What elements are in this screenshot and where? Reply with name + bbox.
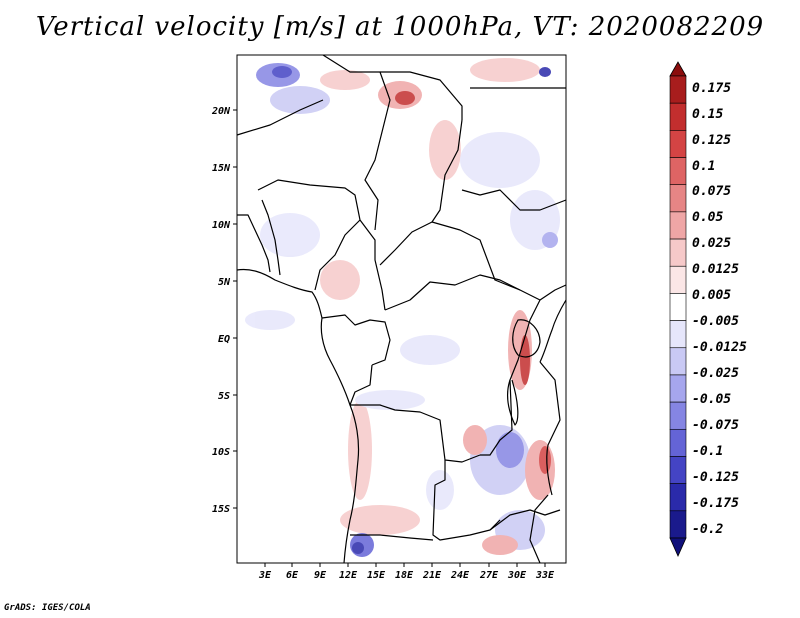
colorbar-segment bbox=[669, 238, 687, 267]
colorbar-segment bbox=[669, 265, 687, 294]
colorbar-label-4: 0.075 bbox=[692, 184, 731, 199]
lon-label-9e: 9E bbox=[314, 570, 327, 581]
lon-label-3e: 3E bbox=[258, 570, 272, 581]
colorbar: 0.175 0.15 0.125 0.1 0.075 0.05 0.025 0.… bbox=[669, 61, 747, 557]
lat-label-15n: 15N bbox=[212, 163, 231, 174]
colorbar-segment bbox=[669, 510, 687, 539]
lon-label-27e: 27E bbox=[479, 570, 499, 581]
border-ethiopia bbox=[461, 189, 567, 211]
colorbar-segments bbox=[669, 75, 687, 539]
lat-label-5n: 5N bbox=[218, 277, 231, 288]
country-borders bbox=[236, 54, 567, 564]
colorbar-label-17: -0.2 bbox=[692, 522, 723, 537]
colorbar-segment bbox=[669, 401, 687, 430]
coastline-east-africa bbox=[539, 299, 567, 363]
colorbar-label-13: -0.075 bbox=[692, 418, 739, 433]
border-mozambique bbox=[529, 494, 549, 564]
lon-label-33e: 33E bbox=[535, 570, 555, 581]
lat-label-20n: 20N bbox=[211, 106, 231, 117]
colorbar-label-5: 0.05 bbox=[692, 210, 723, 225]
colorbar-label-12: -0.05 bbox=[692, 392, 731, 407]
lon-label-15e: 15E bbox=[367, 570, 386, 581]
map-frame bbox=[236, 54, 567, 564]
colorbar-label-14: -0.1 bbox=[692, 444, 723, 459]
lat-label-eq: EQ bbox=[218, 334, 230, 345]
colorbar-top-arrow bbox=[669, 61, 687, 77]
border-gabon-congo bbox=[321, 314, 391, 366]
colorbar-label-7: 0.0125 bbox=[692, 262, 739, 277]
colorbar-label-9: -0.005 bbox=[692, 314, 739, 329]
colorbar-label-10: -0.0125 bbox=[692, 340, 747, 355]
border-west-coast-states bbox=[237, 214, 271, 273]
colorbar-segment bbox=[669, 102, 687, 131]
colorbar-label-0: 0.175 bbox=[692, 81, 731, 96]
lon-axis: 3E 6E 9E 12E 15E 18E 21E 24E 27E 30E 33E bbox=[258, 563, 555, 581]
colorbar-segment bbox=[669, 293, 687, 321]
colorbar-segment bbox=[669, 320, 687, 349]
colorbar-segment bbox=[669, 374, 687, 403]
lon-label-30e: 30E bbox=[507, 570, 527, 581]
coastline-west-africa bbox=[236, 268, 360, 564]
border-car-south bbox=[384, 274, 567, 311]
lat-label-5s: 5S bbox=[218, 391, 230, 402]
colorbar-segment bbox=[669, 157, 687, 186]
colorbar-label-16: -0.175 bbox=[692, 496, 739, 511]
colorbar-label-2: 0.125 bbox=[692, 133, 731, 148]
lat-label-10s: 10S bbox=[212, 447, 230, 458]
colorbar-segment bbox=[669, 211, 687, 240]
lon-label-18e: 18E bbox=[395, 570, 414, 581]
colorbar-label-11: -0.025 bbox=[692, 366, 739, 381]
lon-label-12e: 12E bbox=[339, 570, 358, 581]
border-libya-egypt bbox=[380, 71, 463, 120]
border-tanzania bbox=[539, 361, 561, 446]
border-niger-chad bbox=[322, 54, 391, 231]
colorbar-segment bbox=[669, 347, 687, 376]
lon-label-24e: 24E bbox=[450, 570, 470, 581]
border-benin-togo bbox=[261, 199, 281, 276]
border-chad-sudan bbox=[379, 119, 463, 266]
border-mali-niger bbox=[236, 99, 324, 136]
colorbar-segment bbox=[669, 456, 687, 484]
border-cameroon-car bbox=[359, 219, 386, 311]
colorbar-segment bbox=[669, 483, 687, 512]
border-zambia-zimbabwe bbox=[489, 509, 561, 531]
border-drc-east bbox=[480, 299, 541, 456]
lat-label-10n: 10N bbox=[212, 220, 231, 231]
border-angola-namibia bbox=[350, 534, 434, 541]
border-drc-west bbox=[349, 364, 481, 463]
border-niger-nigeria bbox=[257, 179, 361, 221]
border-sudan-south-sudan bbox=[431, 221, 521, 291]
grads-credit: GrADS: IGES/COLA bbox=[4, 603, 91, 613]
colorbar-label-8: 0.005 bbox=[692, 288, 731, 303]
lat-label-15s: 15S bbox=[212, 504, 230, 515]
lake-tanganyika bbox=[506, 379, 519, 426]
colorbar-label-3: 0.1 bbox=[692, 159, 715, 174]
colorbar-label-15: -0.125 bbox=[692, 470, 739, 485]
lat-axis: 20N 15N 10N 5N EQ 5S 10S 15S bbox=[211, 106, 237, 515]
colorbar-label-6: 0.025 bbox=[692, 236, 731, 251]
colorbar-segment bbox=[669, 75, 687, 104]
colorbar-segment bbox=[669, 184, 687, 213]
lake-malawi bbox=[546, 444, 553, 496]
map-title: Vertical velocity [m/s] at 1000hPa, VT: … bbox=[35, 12, 765, 42]
colorbar-segment bbox=[669, 428, 687, 457]
colorbar-segment bbox=[669, 130, 687, 158]
lon-label-6e: 6E bbox=[286, 570, 299, 581]
border-angola-zambia bbox=[432, 460, 501, 541]
lon-label-21e: 21E bbox=[422, 570, 442, 581]
lake-victoria bbox=[512, 319, 541, 358]
colorbar-bottom-arrow bbox=[669, 537, 687, 557]
border-nigeria-cameroon bbox=[314, 219, 361, 291]
colorbar-label-1: 0.15 bbox=[692, 107, 723, 122]
